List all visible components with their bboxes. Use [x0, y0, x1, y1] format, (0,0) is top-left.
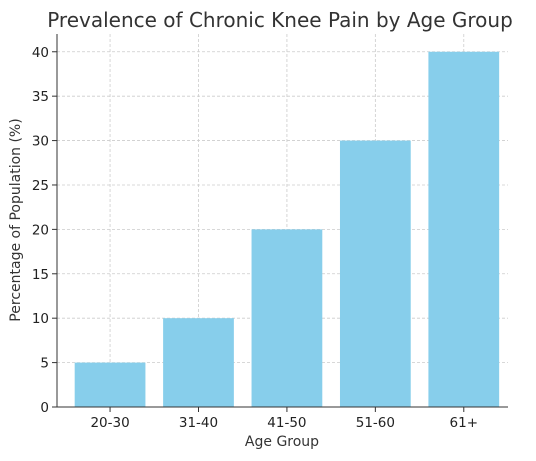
y-tick-label: 10 [32, 311, 49, 327]
y-tick-label: 0 [40, 400, 49, 416]
x-axis-label: Age Group [245, 434, 319, 450]
bar-41-50 [251, 229, 323, 407]
y-tick-label: 5 [40, 356, 49, 372]
bar-layer [74, 51, 500, 408]
x-tick-label: 51-60 [356, 415, 395, 431]
y-tick-label: 25 [32, 178, 49, 194]
y-tick-label: 40 [32, 45, 49, 61]
x-tick-label: 31-40 [179, 415, 218, 431]
axis-layer: 0 5 10 15 20 25 30 35 40 20-30 31-40 41-50 51-60 61+ [32, 34, 508, 431]
bar-51-60 [339, 140, 411, 408]
bar-61+ [428, 51, 500, 408]
x-tick-label: 20-30 [90, 415, 129, 431]
y-axis-label: Percentage of Population (%) [8, 118, 24, 321]
x-tick-label: 61+ [450, 415, 479, 431]
y-tick-label: 20 [32, 222, 49, 238]
x-tick-label: 41-50 [267, 415, 306, 431]
y-tick-label: 35 [32, 89, 49, 105]
y-tick-label: 30 [32, 134, 49, 150]
chart-title: Prevalence of Chronic Knee Pain by Age G… [47, 8, 513, 32]
bar-31-40 [163, 318, 234, 407]
y-tick-label: 15 [32, 267, 49, 283]
bar-20-30 [74, 362, 146, 407]
